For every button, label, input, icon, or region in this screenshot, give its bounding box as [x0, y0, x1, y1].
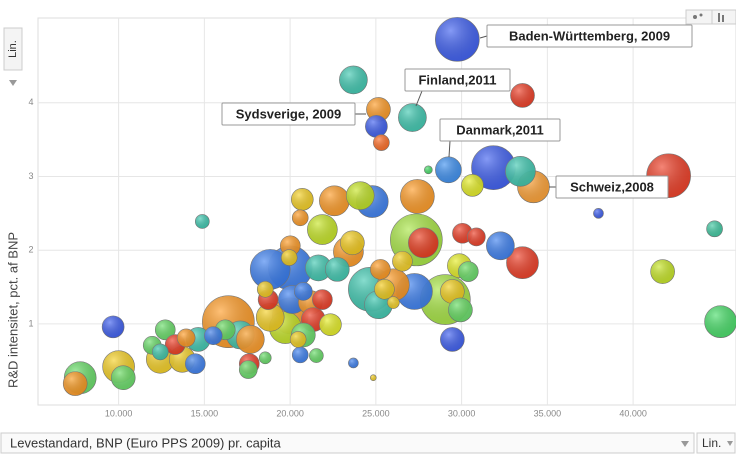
bubble[interactable] [309, 348, 324, 363]
dropdown-arrow[interactable] [681, 441, 689, 447]
annotation-box [404, 68, 511, 92]
bubble[interactable] [110, 365, 136, 391]
y-scale-button[interactable] [3, 27, 23, 71]
bubble[interactable] [365, 115, 388, 138]
bubble[interactable] [370, 259, 391, 280]
bubble[interactable] [312, 289, 333, 310]
annotation-text: Baden-Württemberg, 2009 [509, 28, 670, 43]
annotation-text: Finland,2011 [418, 72, 496, 87]
bubble[interactable] [151, 343, 169, 361]
bubble[interactable] [374, 278, 395, 300]
bubble[interactable] [176, 328, 196, 348]
icon [722, 15, 724, 22]
annotation-leader [415, 90, 423, 107]
bubble[interactable] [291, 209, 309, 227]
bubble[interactable] [505, 156, 536, 187]
y-tick-label: 4 [28, 97, 33, 107]
y-tick-label: 2 [28, 245, 33, 255]
annotation-box [555, 175, 669, 199]
annotation-box [221, 102, 356, 126]
bubble[interactable] [650, 259, 675, 284]
bubble[interactable] [457, 261, 479, 282]
bubble[interactable] [258, 351, 272, 365]
bubble[interactable] [400, 179, 435, 214]
dropdown-arrow[interactable] [727, 441, 733, 446]
x-scale-label: Lin. [702, 436, 721, 450]
bubble[interactable] [307, 214, 338, 245]
bubble[interactable] [339, 65, 368, 95]
bubble[interactable] [290, 188, 314, 211]
bubble[interactable] [256, 280, 274, 298]
icon [699, 13, 703, 17]
x-tick-label: 15.000 [191, 408, 219, 418]
x-axis-title: Levestandard, BNP (Euro PPS 2009) pr. ca… [10, 435, 282, 450]
dropdown-arrow[interactable] [9, 80, 17, 86]
bubble[interactable] [101, 315, 125, 339]
bubble[interactable] [461, 174, 484, 197]
bubble[interactable] [184, 353, 206, 375]
bubble[interactable] [319, 185, 350, 217]
x-tick-label: 25.000 [362, 408, 390, 418]
bubble[interactable] [510, 83, 535, 108]
bubble[interactable] [486, 231, 515, 261]
bubble[interactable] [704, 305, 736, 338]
y-tick-label: 3 [28, 171, 33, 181]
bubble[interactable] [348, 357, 359, 369]
bubble[interactable] [593, 208, 604, 219]
x-tick-label: 30.000 [448, 408, 476, 418]
bubble[interactable] [289, 331, 307, 348]
bubble[interactable] [236, 325, 265, 354]
bubble[interactable] [369, 374, 377, 382]
annotation-leader [448, 140, 451, 158]
x-axis-select[interactable] [0, 432, 695, 454]
bubble[interactable] [319, 313, 342, 336]
x-tick-label: 40.000 [619, 408, 647, 418]
annotation-box [439, 118, 561, 142]
bubble[interactable] [345, 181, 375, 210]
bubble[interactable] [194, 214, 210, 229]
x-tick-label: 20.000 [276, 408, 304, 418]
icon [693, 15, 697, 19]
bubble[interactable] [238, 360, 258, 379]
plot-area [37, 17, 736, 406]
bubble[interactable] [291, 346, 309, 364]
x-scale-button[interactable] [696, 432, 736, 454]
y-tick-label: 1 [28, 318, 33, 328]
annotation-text: Schweiz,2008 [570, 179, 654, 194]
bubble[interactable] [387, 296, 400, 309]
bubble[interactable] [398, 103, 427, 132]
annotation-text: Danmark,2011 [456, 122, 543, 137]
bubble[interactable] [467, 227, 486, 247]
icon [718, 13, 720, 22]
bubble[interactable] [448, 297, 473, 323]
bubble[interactable] [435, 156, 462, 184]
y-scale-label: Lin. [7, 40, 19, 58]
bubble[interactable] [706, 220, 723, 238]
bubble[interactable] [294, 282, 313, 301]
bubble[interactable] [408, 227, 439, 259]
bubble[interactable] [373, 134, 390, 151]
view-bubble-button[interactable] [685, 9, 713, 25]
bubble[interactable] [324, 257, 350, 282]
bubble[interactable] [203, 326, 223, 346]
annotation-text: Sydsverige, 2009 [236, 106, 342, 121]
bubble[interactable] [424, 165, 433, 175]
y-axis-title: R&D intensitet, pct. af BNP [5, 232, 20, 388]
bubble[interactable] [440, 327, 465, 352]
bubble[interactable] [280, 249, 298, 266]
bubble[interactable] [435, 17, 480, 62]
x-tick-label: 10.000 [105, 408, 133, 418]
bubble[interactable] [392, 250, 413, 272]
annotation-leader [479, 35, 488, 39]
x-tick-label: 35.000 [534, 408, 562, 418]
bubble[interactable] [62, 371, 88, 396]
bubble[interactable] [340, 230, 365, 256]
annotation-box [486, 24, 693, 48]
